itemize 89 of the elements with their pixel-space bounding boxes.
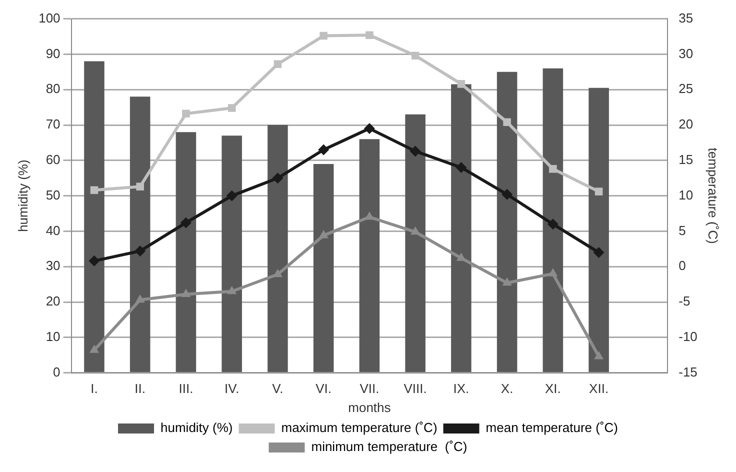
y2-tick-label: 5 [678,222,686,238]
y2-tick-label: 15 [678,152,694,167]
x-tick-label: V. [272,381,284,396]
y2-tick-label: -15 [678,364,698,380]
bar [268,125,288,372]
point [502,277,512,286]
point [456,162,467,173]
y-axis-title: humidity (%) [15,160,30,232]
point [549,165,557,173]
point [366,31,374,39]
bar [405,114,426,372]
point [410,226,420,235]
point [134,246,146,257]
x-tick-label: II. [134,381,146,396]
y2-tick-label: 0 [678,258,686,274]
x-tick-label: X. [500,381,514,396]
point [226,190,238,202]
point [320,32,328,40]
point [274,60,282,68]
bar [359,139,380,372]
y-tick-label: 70 [46,116,60,132]
x-tick-label: IV. [224,381,240,396]
x-tick-label: I. [90,381,98,396]
legend-label: humidity (%) [160,420,233,436]
x-tick-label: VIII. [404,381,427,396]
point [318,230,328,238]
bar [176,132,196,372]
point [272,268,282,278]
point [136,182,144,190]
legend-label: minimum temperature (˚C) [311,439,468,454]
point [547,218,558,230]
bar [222,136,242,372]
y2-tick-label: 10 [678,187,694,202]
legend-label: mean temperature (˚C) [486,420,618,436]
y-tick-label: 0 [53,364,60,380]
y2-tick-label: -10 [678,328,698,344]
y-tick-label: 60 [46,152,60,167]
point [90,186,98,194]
bar [588,88,609,372]
point [410,146,421,157]
bar [496,72,518,372]
point [135,294,145,303]
bar [84,61,104,372]
x-tick-label: XII. [589,381,609,396]
point [272,172,284,184]
y-tick-label: 40 [46,222,60,238]
y-tick-label: 20 [46,294,60,309]
point [318,144,330,156]
point [364,123,375,134]
point [182,110,190,118]
point [502,188,513,200]
y-tick-label: 30 [46,258,60,274]
bar [130,96,150,372]
x-tick-label: XI. [544,381,561,396]
y2-tick-label: 35 [678,10,694,26]
y-tick-label: 80 [46,81,60,96]
point [181,288,191,297]
bar [451,84,472,372]
y2-tick-label: 20 [678,116,694,132]
y-tick-label: 90 [46,46,60,61]
point [89,344,99,353]
x-tick-label: III. [178,381,194,396]
y2-axis-title: temperature (˚C) [706,148,721,244]
y2-tick-label: 30 [678,46,694,61]
y-tick-label: 10 [46,328,60,344]
legend-label: maximum temperature (˚C) [281,420,438,436]
point [594,351,604,360]
point [227,286,237,294]
y-tick-label: 50 [46,187,60,202]
point [548,268,558,276]
point [593,246,604,258]
point [88,255,100,266]
x-axis-title: months [348,400,392,415]
x-tick-label: VII. [360,381,380,396]
bar [313,164,334,372]
x-tick-label: IX. [453,381,470,396]
bar [542,68,564,372]
point [180,217,192,228]
point [503,118,511,126]
x-tick-label: VI. [316,381,332,396]
point [364,212,374,220]
point [457,80,466,88]
y2-tick-label: -5 [678,294,690,309]
point [594,188,603,196]
point [456,252,466,261]
y-tick-label: 100 [38,10,60,26]
point [411,52,420,60]
point [228,104,236,112]
y2-tick-label: 25 [678,81,694,96]
